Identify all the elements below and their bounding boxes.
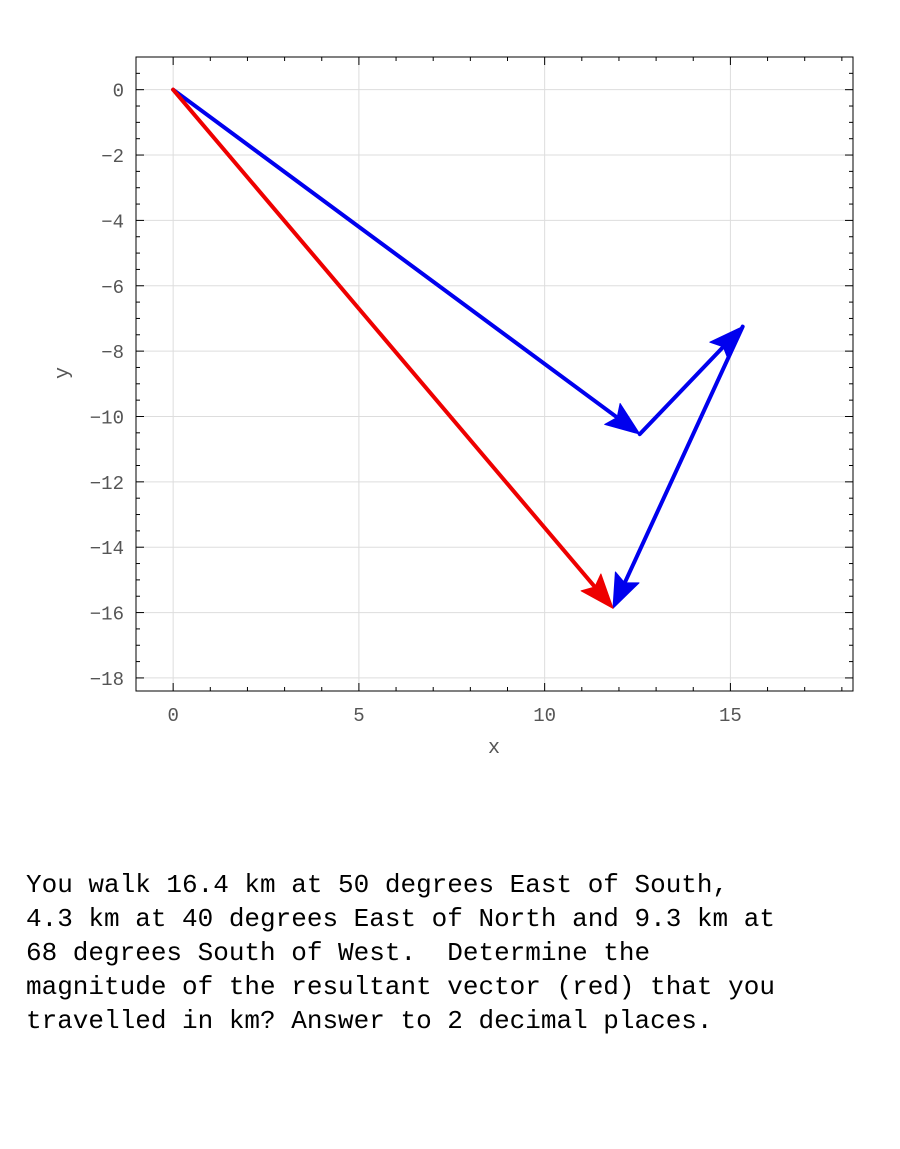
y-tick-label: −16 bbox=[90, 604, 124, 626]
vector-arrowhead bbox=[612, 571, 640, 609]
vectors bbox=[171, 87, 745, 609]
x-tick-label: 10 bbox=[533, 705, 556, 727]
question-line: travelled in km? Answer to 2 decimal pla… bbox=[26, 1006, 713, 1036]
vector-shaft bbox=[623, 324, 745, 584]
question-text: You walk 16.4 km at 50 degrees East of S… bbox=[26, 868, 886, 1038]
question-line: 68 degrees South of West. Determine the bbox=[26, 938, 651, 968]
y-tick-label: −6 bbox=[101, 277, 124, 299]
vector-arrowhead bbox=[580, 573, 614, 609]
minor-ticks bbox=[135, 56, 853, 691]
y-tick-label: 0 bbox=[113, 81, 124, 103]
question-line: magnitude of the resultant vector (red) … bbox=[26, 972, 775, 1002]
y-tick-label: −12 bbox=[90, 473, 124, 495]
vector-arrowhead bbox=[604, 403, 641, 435]
y-tick-label: −10 bbox=[90, 407, 124, 429]
y-tick-label: −8 bbox=[101, 342, 124, 364]
y-tick-label: −14 bbox=[90, 538, 124, 560]
x-tick-labels: 0 5 10 15 bbox=[167, 705, 741, 727]
y-tick-labels: 0 −2 −4 −6 −8 −10 −12 −14 −16 −18 bbox=[90, 81, 124, 691]
vector-shaft bbox=[171, 87, 596, 588]
plot-frame bbox=[135, 56, 854, 692]
x-tick-label: 5 bbox=[353, 705, 364, 727]
x-axis-title: x bbox=[488, 737, 500, 760]
y-tick-label: −2 bbox=[101, 146, 124, 168]
grid bbox=[136, 57, 853, 691]
question-line: 4.3 km at 40 degrees East of North and 9… bbox=[26, 904, 775, 934]
vector-arrow bbox=[637, 326, 744, 437]
vector-arrow bbox=[171, 87, 614, 609]
question-line: You walk 16.4 km at 50 degrees East of S… bbox=[26, 870, 729, 900]
y-tick-label: −4 bbox=[101, 211, 124, 233]
x-tick-label: 0 bbox=[167, 705, 178, 727]
vector-chart: 0 5 10 15 0 −2 −4 −6 −8 −10 −12 −14 −16 −18 x y bbox=[52, 56, 854, 760]
y-axis-title: y bbox=[52, 367, 75, 379]
vector-arrow bbox=[171, 87, 641, 435]
x-tick-label: 15 bbox=[719, 705, 742, 727]
vector-shaft bbox=[171, 87, 618, 419]
vector-shaft bbox=[637, 346, 724, 437]
vector-arrow bbox=[612, 324, 745, 609]
y-tick-label: −18 bbox=[90, 669, 124, 691]
